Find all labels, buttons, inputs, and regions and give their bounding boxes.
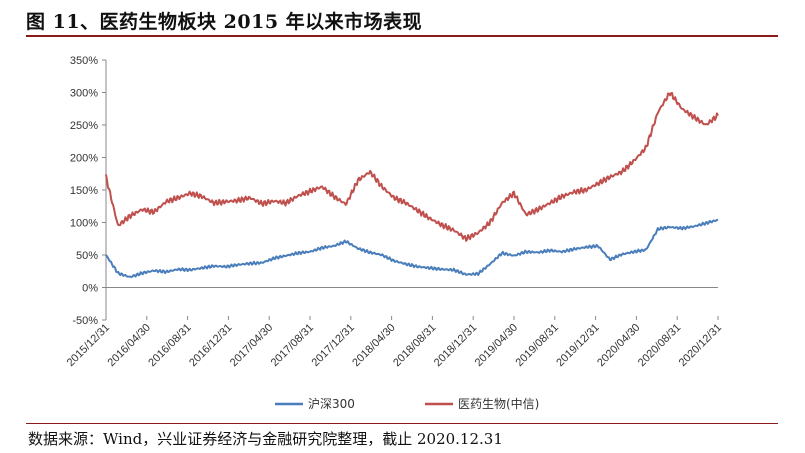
x-tick-label: 2020/12/31 (677, 322, 724, 369)
x-tick-label: 2019/04/30 (473, 322, 520, 369)
source-note: 数据来源：Wind，兴业证券经济与金融研究院整理，截止 2020.12.31 (28, 430, 503, 448)
y-tick-label: 100% (70, 218, 98, 230)
title-rule (26, 35, 778, 37)
x-tick-label: 2019/08/31 (514, 322, 561, 369)
legend-label: 医药生物(中信) (458, 396, 539, 411)
line-chart: -50% 0% 50% 100% 150% 200% 250% 300% 350% 2015/1… (65, 55, 724, 411)
x-tick-label: 2020/04/30 (595, 322, 642, 369)
x-tick-label: 2017/12/31 (310, 322, 357, 369)
x-tick-label: 2016/12/31 (187, 322, 234, 369)
y-tick-label: 350% (70, 55, 98, 67)
x-tick-label: 2017/04/30 (228, 322, 275, 369)
y-tick-label: 300% (70, 88, 98, 100)
y-tick-label: 200% (70, 153, 98, 165)
x-tick-labels: 2015/12/312016/04/302016/08/312016/12/31… (65, 316, 724, 369)
y-tick-label: 250% (70, 120, 98, 132)
x-tick-label: 2019/12/31 (554, 322, 601, 369)
x-tick-label: 2018/08/31 (391, 322, 438, 369)
source-rule (26, 423, 778, 424)
x-tick-label: 2016/04/30 (106, 322, 153, 369)
x-tick-label: 2020/08/31 (636, 322, 683, 369)
chart-axes (105, 60, 718, 320)
x-tick-label: 2017/08/31 (269, 322, 316, 369)
y-tick-label: 50% (76, 250, 98, 262)
y-tick-label: -50% (72, 315, 98, 327)
chart-legend: 沪深300 医药生物(中信) (275, 396, 539, 411)
series-line-0 (105, 218, 719, 279)
y-tick-labels: -50% 0% 50% 100% 150% 200% 250% 300% 350% (70, 55, 106, 327)
x-tick-label: 2016/08/31 (146, 322, 193, 369)
x-tick-label: 2018/12/31 (432, 322, 479, 369)
legend-label: 沪深300 (308, 397, 355, 411)
series-line-1 (105, 92, 719, 242)
y-tick-label: 0% (82, 283, 98, 295)
x-tick-label: 2018/04/30 (350, 322, 397, 369)
x-tick-label: 2015/12/31 (65, 322, 112, 369)
chart-title: 图 11、医药生物板块 2015 年以来市场表现 (26, 11, 423, 33)
series-lines (105, 92, 719, 279)
y-tick-label: 150% (70, 185, 98, 197)
